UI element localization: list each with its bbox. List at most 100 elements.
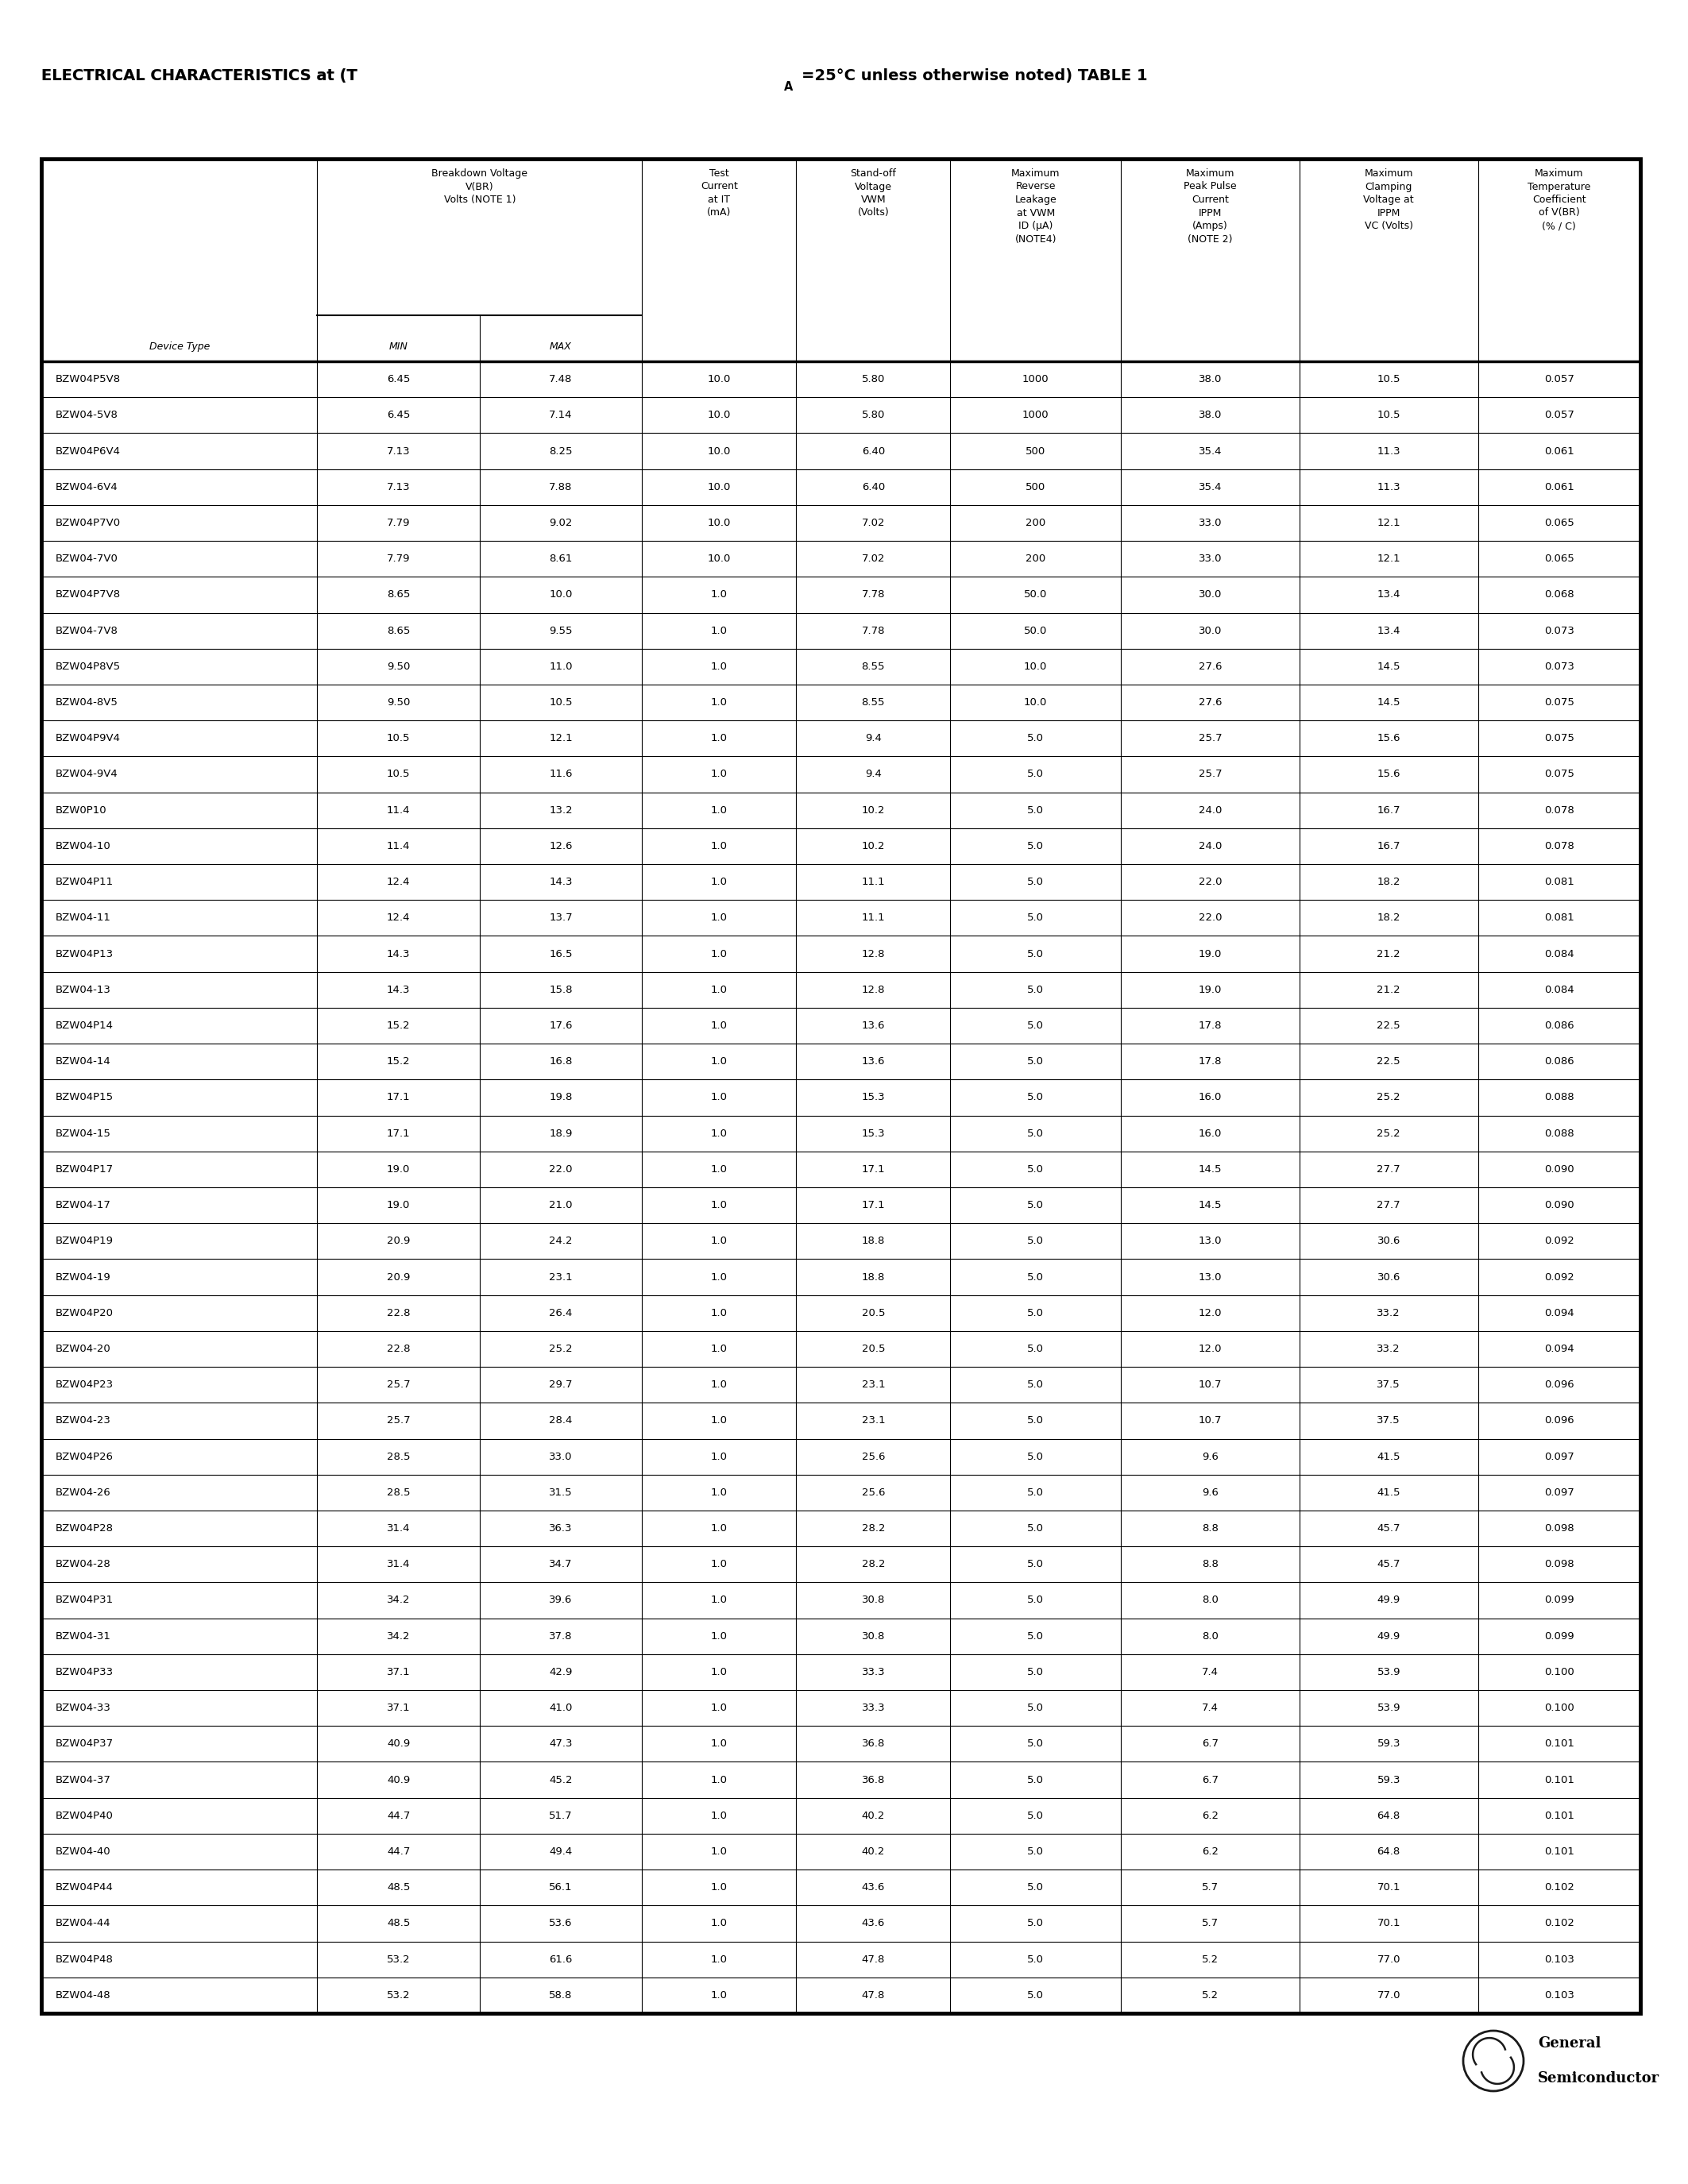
Bar xyxy=(41,1330,1641,1367)
Text: BZW04P7V0: BZW04P7V0 xyxy=(56,518,122,529)
Text: 0.098: 0.098 xyxy=(1545,1522,1575,1533)
Text: 30.8: 30.8 xyxy=(861,1631,885,1642)
Text: 1.0: 1.0 xyxy=(711,1522,728,1533)
Bar xyxy=(41,1151,1641,1188)
Text: 36.3: 36.3 xyxy=(549,1522,572,1533)
Text: 5.0: 5.0 xyxy=(1028,1845,1043,1856)
Text: BZW04-8V5: BZW04-8V5 xyxy=(56,697,118,708)
Text: 12.1: 12.1 xyxy=(549,734,572,743)
Text: 0.101: 0.101 xyxy=(1545,1738,1575,1749)
Text: 0.100: 0.100 xyxy=(1545,1666,1575,1677)
Bar xyxy=(41,649,1641,684)
Text: 0.099: 0.099 xyxy=(1545,1631,1575,1642)
Text: ELECTRICAL CHARACTERISTICS at (T: ELECTRICAL CHARACTERISTICS at (T xyxy=(41,68,358,83)
Text: 1.0: 1.0 xyxy=(711,1020,728,1031)
Text: 5.0: 5.0 xyxy=(1028,1236,1043,1247)
Text: 0.081: 0.081 xyxy=(1545,913,1575,924)
Bar xyxy=(41,1116,1641,1151)
Bar xyxy=(41,1188,1641,1223)
Text: 1.0: 1.0 xyxy=(711,1666,728,1677)
Text: 34.2: 34.2 xyxy=(387,1594,410,1605)
Text: 37.1: 37.1 xyxy=(387,1666,410,1677)
Text: 1000: 1000 xyxy=(1023,373,1048,384)
Text: 1.0: 1.0 xyxy=(711,878,728,887)
Text: 28.5: 28.5 xyxy=(387,1452,410,1461)
Text: 0.088: 0.088 xyxy=(1545,1092,1575,1103)
Text: 0.099: 0.099 xyxy=(1545,1594,1575,1605)
Text: BZW04P40: BZW04P40 xyxy=(56,1811,113,1821)
Text: 7.79: 7.79 xyxy=(387,555,410,563)
Text: 41.5: 41.5 xyxy=(1377,1487,1401,1498)
Text: BZW04P11: BZW04P11 xyxy=(56,878,113,887)
Text: 5.0: 5.0 xyxy=(1028,1129,1043,1138)
Text: 1.0: 1.0 xyxy=(711,1380,728,1389)
Text: 77.0: 77.0 xyxy=(1377,1955,1401,1966)
Text: BZW04-6V4: BZW04-6V4 xyxy=(56,483,118,491)
Text: 10.0: 10.0 xyxy=(707,518,731,529)
Text: 39.6: 39.6 xyxy=(549,1594,572,1605)
Text: 14.3: 14.3 xyxy=(387,948,410,959)
Text: BZW04P5V8: BZW04P5V8 xyxy=(56,373,122,384)
Text: 11.1: 11.1 xyxy=(861,878,885,887)
Bar xyxy=(41,360,1641,397)
Text: 5.0: 5.0 xyxy=(1028,1308,1043,1319)
Text: 0.102: 0.102 xyxy=(1545,1918,1575,1928)
Text: 0.101: 0.101 xyxy=(1545,1811,1575,1821)
Text: 19.0: 19.0 xyxy=(387,1164,410,1175)
Text: 10.0: 10.0 xyxy=(707,555,731,563)
Text: 12.4: 12.4 xyxy=(387,878,410,887)
Text: 28.4: 28.4 xyxy=(549,1415,572,1426)
Text: 13.2: 13.2 xyxy=(549,806,572,815)
Text: 10.7: 10.7 xyxy=(1198,1415,1222,1426)
Text: 31.4: 31.4 xyxy=(387,1522,410,1533)
Text: 14.5: 14.5 xyxy=(1377,697,1401,708)
Text: 10.7: 10.7 xyxy=(1198,1380,1222,1389)
Text: 14.3: 14.3 xyxy=(549,878,572,887)
Text: 6.45: 6.45 xyxy=(387,373,410,384)
Text: 19.0: 19.0 xyxy=(1198,948,1222,959)
Text: 5.0: 5.0 xyxy=(1028,1631,1043,1642)
Text: 48.5: 48.5 xyxy=(387,1883,410,1894)
Bar xyxy=(41,865,1641,900)
Bar xyxy=(41,1942,1641,1977)
Text: 5.0: 5.0 xyxy=(1028,1343,1043,1354)
Text: BZW04-13: BZW04-13 xyxy=(56,985,111,996)
Text: BZW04P23: BZW04P23 xyxy=(56,1380,113,1389)
Text: 9.55: 9.55 xyxy=(549,625,572,636)
Text: 8.65: 8.65 xyxy=(387,590,410,601)
Bar xyxy=(41,397,1641,432)
Text: 5.0: 5.0 xyxy=(1028,1666,1043,1677)
Bar xyxy=(41,1079,1641,1116)
Text: 0.073: 0.073 xyxy=(1545,662,1575,673)
Bar xyxy=(41,1583,1641,1618)
Text: 0.078: 0.078 xyxy=(1545,806,1575,815)
Text: BZW04-44: BZW04-44 xyxy=(56,1918,111,1928)
Text: 25.7: 25.7 xyxy=(387,1415,410,1426)
Text: 13.4: 13.4 xyxy=(1377,590,1401,601)
Text: 28.5: 28.5 xyxy=(387,1487,410,1498)
Bar xyxy=(41,721,1641,756)
Text: BZW04-23: BZW04-23 xyxy=(56,1415,111,1426)
Text: BZW04P8V5: BZW04P8V5 xyxy=(56,662,122,673)
Text: 22.5: 22.5 xyxy=(1377,1020,1401,1031)
Bar xyxy=(41,1977,1641,2014)
Text: 58.8: 58.8 xyxy=(549,1990,572,2001)
Text: 8.55: 8.55 xyxy=(861,697,885,708)
Text: 47.8: 47.8 xyxy=(861,1990,885,2001)
Text: 11.0: 11.0 xyxy=(549,662,572,673)
Text: 1.0: 1.0 xyxy=(711,769,728,780)
Bar xyxy=(41,1511,1641,1546)
Bar xyxy=(41,684,1641,721)
Text: 11.3: 11.3 xyxy=(1377,446,1401,456)
Text: 6.7: 6.7 xyxy=(1202,1738,1219,1749)
Text: 33.2: 33.2 xyxy=(1377,1343,1401,1354)
Text: 5.0: 5.0 xyxy=(1028,1883,1043,1894)
Text: 24.0: 24.0 xyxy=(1198,841,1222,852)
Bar xyxy=(41,1546,1641,1583)
Text: 10.0: 10.0 xyxy=(1025,697,1047,708)
Text: 16.0: 16.0 xyxy=(1198,1092,1222,1103)
Text: BZW04-10: BZW04-10 xyxy=(56,841,111,852)
Bar xyxy=(41,1725,1641,1762)
Text: 37.5: 37.5 xyxy=(1377,1380,1401,1389)
Text: 6.40: 6.40 xyxy=(861,483,885,491)
